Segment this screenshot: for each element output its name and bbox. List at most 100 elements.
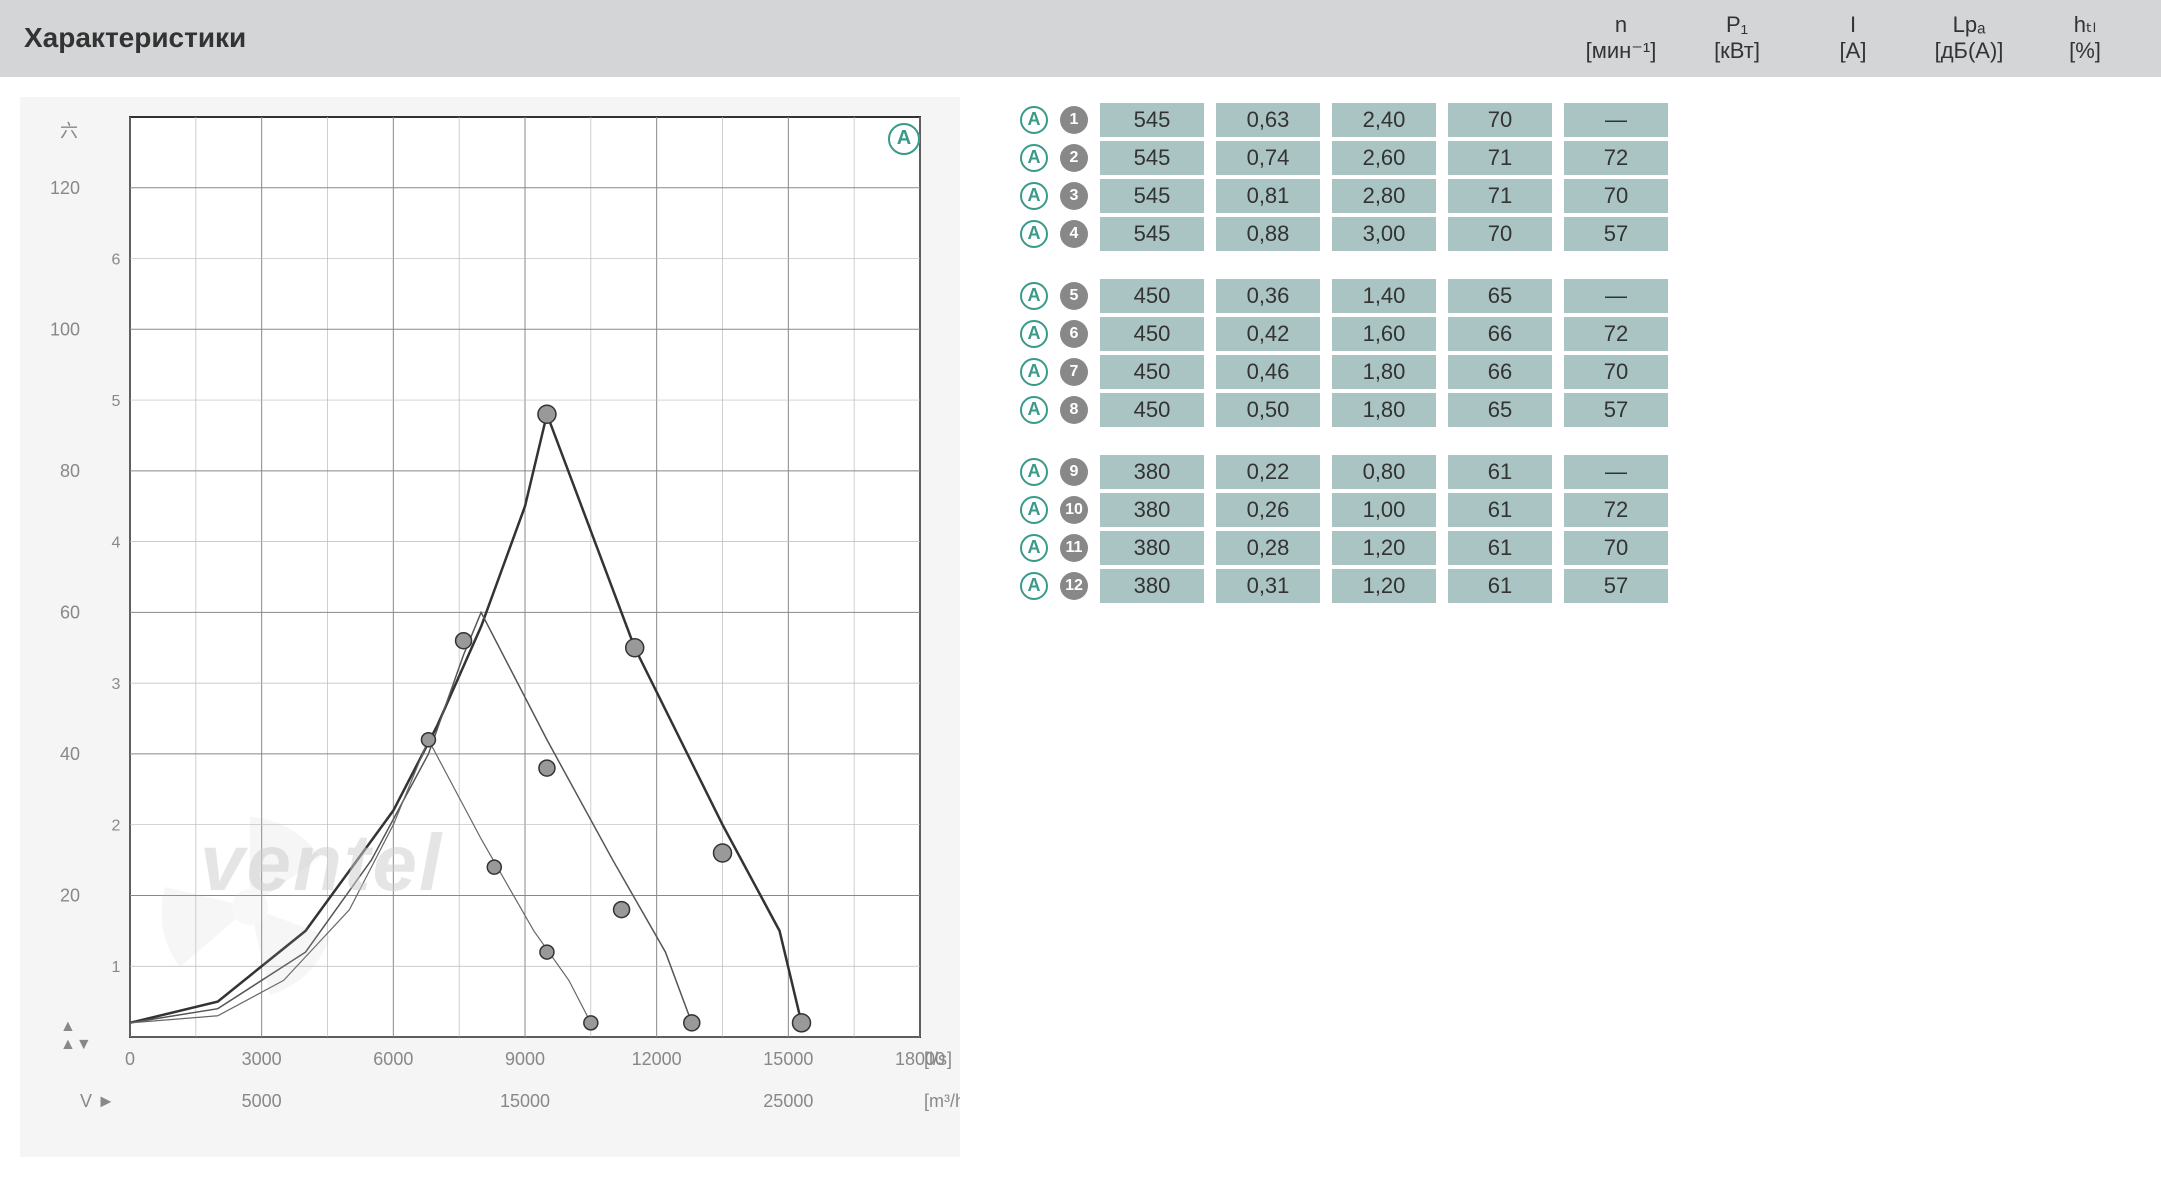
svg-text:0: 0 xyxy=(125,1049,135,1069)
badge-a-icon: A xyxy=(1020,458,1048,486)
badge-number: 3 xyxy=(1060,182,1088,210)
svg-text:4: 4 xyxy=(112,534,121,551)
badge-a-icon: A xyxy=(1020,320,1048,348)
cell-i: 1,00 xyxy=(1332,493,1436,527)
table-row: A54500,361,4065— xyxy=(1020,279,2141,313)
column-header: I[А] xyxy=(1801,12,1905,65)
row-group: A54500,361,4065—A64500,421,606672A74500,… xyxy=(1020,279,2141,427)
badge-a-icon: A xyxy=(1020,282,1048,310)
badge-number: 2 xyxy=(1060,144,1088,172)
svg-text:60: 60 xyxy=(60,602,80,622)
table-row: A25450,742,607172 xyxy=(1020,141,2141,175)
cell-n: 380 xyxy=(1100,455,1204,489)
column-header: P₁[кВт] xyxy=(1685,12,1789,65)
svg-text:5000: 5000 xyxy=(242,1091,282,1111)
badge-a-icon: A xyxy=(1020,144,1048,172)
badge-a-icon: A xyxy=(1020,572,1048,600)
badge-a-icon: A xyxy=(1020,220,1048,248)
svg-text:12000: 12000 xyxy=(632,1049,682,1069)
svg-text:[m³/h]: [m³/h] xyxy=(924,1091,960,1111)
svg-text:▲▼: ▲▼ xyxy=(60,1036,92,1053)
table-row: A45450,883,007057 xyxy=(1020,217,2141,251)
cell-htl: 72 xyxy=(1564,317,1668,351)
cell-p1: 0,31 xyxy=(1216,569,1320,603)
cell-lpa: 66 xyxy=(1448,317,1552,351)
svg-text:3000: 3000 xyxy=(242,1049,282,1069)
cell-i: 1,80 xyxy=(1332,355,1436,389)
row-group: A15450,632,4070—A25450,742,607172A35450,… xyxy=(1020,103,2141,251)
table-row: A113800,281,206170 xyxy=(1020,531,2141,565)
cell-htl: 57 xyxy=(1564,569,1668,603)
cell-i: 2,40 xyxy=(1332,103,1436,137)
cell-lpa: 66 xyxy=(1448,355,1552,389)
cell-p1: 0,22 xyxy=(1216,455,1320,489)
badge-number: 1 xyxy=(1060,106,1088,134)
cell-i: 1,60 xyxy=(1332,317,1436,351)
cell-p1: 0,26 xyxy=(1216,493,1320,527)
cell-lpa: 61 xyxy=(1448,569,1552,603)
badge-number: 11 xyxy=(1060,534,1088,562)
svg-text:5: 5 xyxy=(112,393,121,410)
header-bar: Характеристики n[мин⁻¹]P₁[кВт]I[А]Lpₐ[дБ… xyxy=(0,0,2161,77)
badge-a-icon: A xyxy=(1020,106,1048,134)
cell-n: 380 xyxy=(1100,569,1204,603)
badge-a-icon: A xyxy=(1020,182,1048,210)
cell-p1: 0,28 xyxy=(1216,531,1320,565)
column-header: n[мин⁻¹] xyxy=(1569,12,1673,65)
table-row: A74500,461,806670 xyxy=(1020,355,2141,389)
cell-i: 2,80 xyxy=(1332,179,1436,213)
performance-chart: 0300060009000120001500018000[l/s]5000150… xyxy=(20,97,960,1157)
badge-a-icon: A xyxy=(1020,496,1048,524)
cell-htl: — xyxy=(1564,279,1668,313)
badge-number: 7 xyxy=(1060,358,1088,386)
svg-text:15000: 15000 xyxy=(500,1091,550,1111)
table-row: A64500,421,606672 xyxy=(1020,317,2141,351)
badge-number: 6 xyxy=(1060,320,1088,348)
svg-text:六: 六 xyxy=(60,121,78,141)
svg-text:2: 2 xyxy=(112,817,121,834)
cell-p1: 0,74 xyxy=(1216,141,1320,175)
cell-i: 1,20 xyxy=(1332,569,1436,603)
svg-text:40: 40 xyxy=(60,744,80,764)
svg-text:80: 80 xyxy=(60,461,80,481)
chart-badge-a: A xyxy=(888,123,920,155)
cell-i: 1,80 xyxy=(1332,393,1436,427)
cell-p1: 0,81 xyxy=(1216,179,1320,213)
cell-lpa: 71 xyxy=(1448,179,1552,213)
svg-text:100: 100 xyxy=(50,319,80,339)
cell-i: 1,40 xyxy=(1332,279,1436,313)
cell-n: 380 xyxy=(1100,493,1204,527)
svg-text:6: 6 xyxy=(112,251,121,268)
cell-p1: 0,42 xyxy=(1216,317,1320,351)
cell-htl: 57 xyxy=(1564,393,1668,427)
cell-lpa: 70 xyxy=(1448,217,1552,251)
cell-n: 450 xyxy=(1100,355,1204,389)
badge-number: 9 xyxy=(1060,458,1088,486)
cell-lpa: 65 xyxy=(1448,279,1552,313)
table-row: A103800,261,006172 xyxy=(1020,493,2141,527)
cell-n: 545 xyxy=(1100,217,1204,251)
cell-htl: 72 xyxy=(1564,141,1668,175)
cell-p1: 0,88 xyxy=(1216,217,1320,251)
cell-p1: 0,46 xyxy=(1216,355,1320,389)
badge-a-icon: A xyxy=(1020,534,1048,562)
cell-htl: 72 xyxy=(1564,493,1668,527)
cell-lpa: 71 xyxy=(1448,141,1552,175)
svg-text:25000: 25000 xyxy=(763,1091,813,1111)
badge-number: 5 xyxy=(1060,282,1088,310)
cell-htl: 70 xyxy=(1564,531,1668,565)
cell-n: 450 xyxy=(1100,393,1204,427)
badge-number: 4 xyxy=(1060,220,1088,248)
cell-n: 545 xyxy=(1100,103,1204,137)
table-row: A123800,311,206157 xyxy=(1020,569,2141,603)
cell-p1: 0,50 xyxy=(1216,393,1320,427)
cell-htl: — xyxy=(1564,103,1668,137)
table-row: A93800,220,8061— xyxy=(1020,455,2141,489)
cell-htl: 57 xyxy=(1564,217,1668,251)
svg-text:6000: 6000 xyxy=(373,1049,413,1069)
badge-number: 8 xyxy=(1060,396,1088,424)
cell-i: 0,80 xyxy=(1332,455,1436,489)
cell-lpa: 70 xyxy=(1448,103,1552,137)
svg-text:120: 120 xyxy=(50,178,80,198)
cell-lpa: 65 xyxy=(1448,393,1552,427)
